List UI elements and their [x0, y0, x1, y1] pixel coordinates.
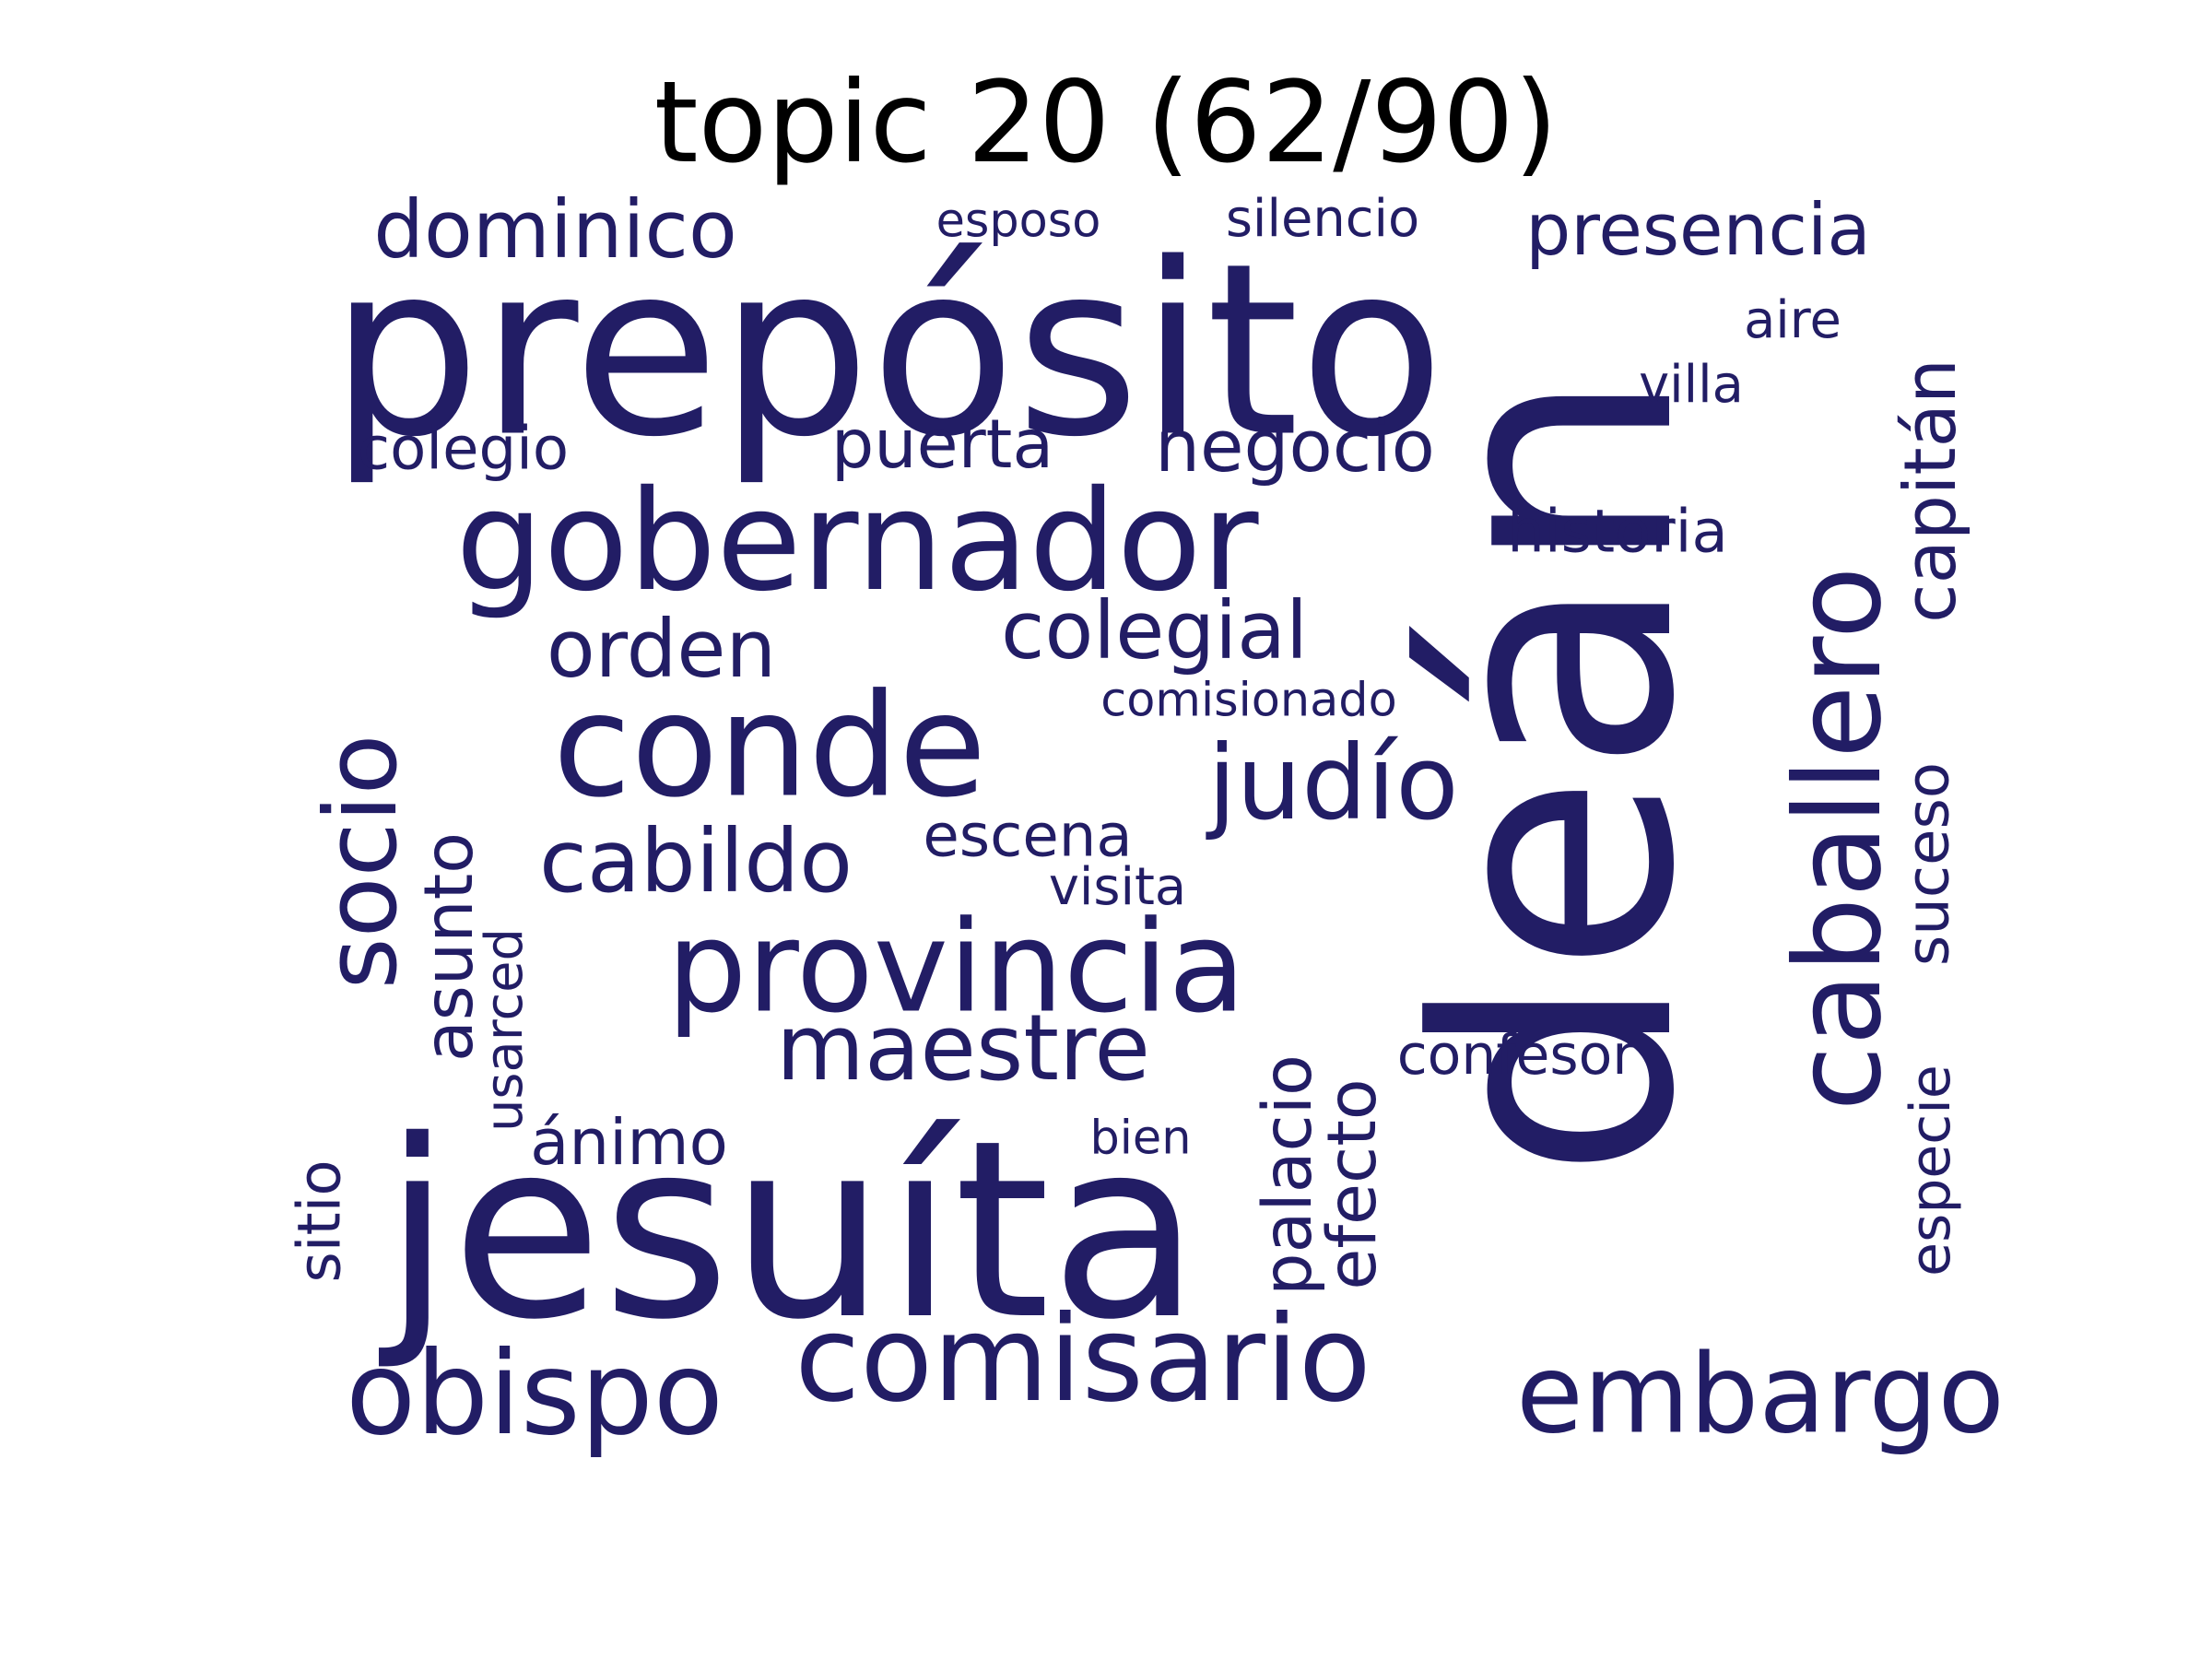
- word-provincia: provincia: [666, 895, 1245, 1041]
- word-caballero: caballero: [1770, 566, 1908, 1111]
- word-dean: deán: [1369, 369, 1747, 1180]
- word-palacio: palacio: [1249, 1054, 1327, 1296]
- word-jesuita: jesuíta: [376, 1088, 1201, 1373]
- word-animo: ánimo: [530, 1106, 728, 1180]
- figure-title: topic 20 (62/90): [653, 57, 1559, 188]
- word-preposito: prepósito: [330, 212, 1445, 489]
- word-socio: socio: [304, 735, 419, 990]
- word-especie: especie: [1899, 1065, 1963, 1277]
- word-confesor: confesor: [1397, 1023, 1636, 1088]
- word-judio: judío: [1205, 724, 1458, 843]
- word-esposo: esposo: [936, 194, 1101, 249]
- word-efecto: efecto: [1313, 1078, 1392, 1289]
- word-gobernador: gobernador: [455, 461, 1258, 622]
- word-colegio: colegio: [358, 416, 569, 484]
- word-visita: visita: [1049, 857, 1186, 917]
- word-embargo: embargo: [1516, 1331, 2005, 1458]
- word-capitan: capitán: [1889, 359, 1972, 623]
- word-villa: villa: [1639, 355, 1744, 415]
- word-silencio: silencio: [1226, 189, 1419, 249]
- word-historia: historia: [1507, 499, 1727, 567]
- word-colegial: colegial: [1001, 585, 1308, 677]
- word-cabildo: cabildo: [539, 811, 853, 912]
- word-maestre: maestre: [776, 995, 1150, 1101]
- word-usarced: usarced: [475, 928, 535, 1132]
- word-presencia: presencia: [1525, 189, 1870, 272]
- word-comisionado: comisionado: [1100, 674, 1396, 728]
- word-dominico: dominico: [373, 184, 737, 276]
- word-bien: bien: [1090, 1112, 1192, 1166]
- word-suceso: suceso: [1895, 762, 1963, 966]
- word-sitio: sitio: [287, 1159, 355, 1282]
- word-orden: orden: [547, 604, 776, 696]
- word-conde: conde: [553, 665, 986, 830]
- word-comisario: comisario: [794, 1290, 1371, 1429]
- word-obispo: obispo: [346, 1327, 724, 1461]
- word-asunto: asunto: [410, 832, 488, 1062]
- word-puerta: puerta: [831, 406, 1053, 484]
- word-escena: escena: [923, 803, 1132, 871]
- word-negocio: negocio: [1155, 406, 1435, 488]
- word-aire: aire: [1744, 290, 1841, 350]
